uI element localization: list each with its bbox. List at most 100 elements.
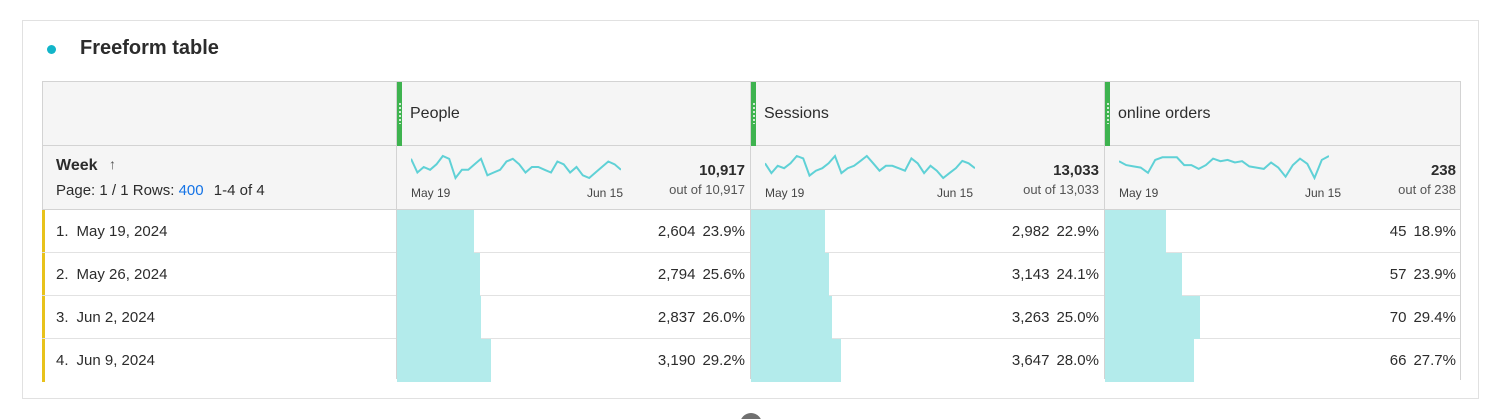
sparkline-people xyxy=(411,154,621,180)
table-cell[interactable]: 3,143 24.1% xyxy=(751,253,1105,296)
column-header-people[interactable]: People xyxy=(397,82,751,146)
table-cell[interactable]: 2,837 26.0% xyxy=(397,296,751,339)
column-total-out-of: out of 238 xyxy=(1398,182,1456,197)
cell-count: 2,982 xyxy=(1011,223,1050,240)
table-cell[interactable]: 70 29.4% xyxy=(1105,296,1462,339)
table-cell[interactable]: 3,647 28.0% xyxy=(751,339,1105,382)
cell-value: 3,190 29.2% xyxy=(658,352,745,369)
cell-bar xyxy=(751,296,832,339)
column-total: 238 xyxy=(1430,162,1456,179)
cell-bar xyxy=(397,296,481,339)
cell-count: 45 xyxy=(1389,223,1407,240)
cell-count: 3,143 xyxy=(1011,266,1050,283)
cell-percent: 23.9% xyxy=(702,223,745,240)
column-total-out-of: out of 13,033 xyxy=(1023,182,1099,197)
pagination: Page: 1 / 1 Rows: 400 1-4 of 4 xyxy=(56,182,265,199)
cell-percent: 23.9% xyxy=(1413,266,1456,283)
cell-count: 3,190 xyxy=(657,352,696,369)
table-row[interactable]: 1. May 19, 2024 2,604 23.9% 2,982 22.9% 45 1… xyxy=(42,210,1462,253)
table-row[interactable]: 3. Jun 2, 2024 2,837 26.0% 3,263 25.0% 70 29… xyxy=(42,296,1462,339)
dimension-label[interactable]: Week xyxy=(56,157,98,174)
cell-bar xyxy=(397,339,492,382)
sparkline-end-label: Jun 15 xyxy=(1305,186,1342,200)
cell-count: 70 xyxy=(1389,309,1407,326)
cell-percent: 29.4% xyxy=(1413,309,1456,326)
cell-percent: 28.0% xyxy=(1056,352,1099,369)
cell-count: 2,794 xyxy=(657,266,696,283)
cell-value: 3,143 24.1% xyxy=(1012,266,1099,283)
rows-label: Rows: xyxy=(132,182,175,199)
cell-value: 3,647 28.0% xyxy=(1012,352,1099,369)
column-total-out-of: out of 10,917 xyxy=(669,182,745,197)
cell-percent: 22.9% xyxy=(1056,223,1099,240)
table-cell[interactable]: 3,190 29.2% xyxy=(397,339,751,382)
table-row[interactable]: 4. Jun 9, 2024 3,190 29.2% 3,647 28.0% 66 27… xyxy=(42,339,1462,382)
table-row[interactable]: 2. May 26, 2024 2,794 25.6% 3,143 24.1% 57 2… xyxy=(42,253,1462,296)
column-header-label: Sessions xyxy=(764,105,829,122)
cell-value: 2,794 25.6% xyxy=(658,266,745,283)
cell-percent: 29.2% xyxy=(702,352,745,369)
row-dimension-value: Jun 2, 2024 xyxy=(76,309,155,326)
panel-title[interactable]: Freeform table xyxy=(80,37,219,59)
cell-count: 2,604 xyxy=(657,223,696,240)
row-label[interactable]: 1. May 19, 2024 xyxy=(56,223,167,240)
cell-percent: 27.7% xyxy=(1413,352,1456,369)
rows-per-page-link[interactable]: 400 xyxy=(178,182,204,199)
cell-value: 57 23.9% xyxy=(1390,266,1456,283)
table-cell[interactable]: 45 18.9% xyxy=(1105,210,1462,253)
cell-percent: 25.6% xyxy=(702,266,745,283)
cell-count: 2,837 xyxy=(657,309,696,326)
row-label[interactable]: 2. May 26, 2024 xyxy=(56,266,167,283)
summary-row: Week ↑ Page: 1 / 1 Rows: 400 1-4 of 4 Ma… xyxy=(43,146,1460,210)
drag-handle-icon[interactable] xyxy=(397,82,402,146)
table-cell[interactable]: 2,982 22.9% xyxy=(751,210,1105,253)
row-color-marker xyxy=(42,210,45,252)
sparkline-end-label: Jun 15 xyxy=(587,186,624,200)
row-dimension-value: May 26, 2024 xyxy=(76,266,168,283)
row-color-marker xyxy=(42,296,45,338)
cell-value: 3,263 25.0% xyxy=(1012,309,1099,326)
row-dimension-value: Jun 9, 2024 xyxy=(76,352,155,369)
cell-value: 70 29.4% xyxy=(1390,309,1456,326)
row-dimension-value: May 19, 2024 xyxy=(76,223,168,240)
cell-bar xyxy=(1105,296,1200,339)
sparkline-online-orders xyxy=(1119,155,1329,180)
cell-percent: 25.0% xyxy=(1056,309,1099,326)
drag-handle-icon[interactable] xyxy=(1105,82,1110,146)
sparkline-start-label: May 19 xyxy=(411,186,451,200)
cell-bar xyxy=(397,253,480,296)
table-cell[interactable]: 3,263 25.0% xyxy=(751,296,1105,339)
column-header-online-orders[interactable]: online orders xyxy=(1105,82,1462,146)
cell-value: 45 18.9% xyxy=(1390,223,1456,240)
dimension-header: Week ↑ Page: 1 / 1 Rows: 400 1-4 of 4 xyxy=(43,146,397,210)
row-color-marker xyxy=(42,339,45,382)
row-label[interactable]: 3. Jun 2, 2024 xyxy=(56,309,155,326)
freeform-table-panel: Freeform table People Sessions online or… xyxy=(22,20,1479,399)
row-number: 1. xyxy=(56,223,69,240)
summary-cell-online-orders: May 19 Jun 15 238 out of 238 xyxy=(1105,146,1462,210)
arrow-up-icon[interactable]: ↑ xyxy=(109,156,116,172)
row-color-marker xyxy=(42,253,45,295)
cell-value: 2,604 23.9% xyxy=(658,223,745,240)
cell-count: 3,263 xyxy=(1011,309,1050,326)
table-cell[interactable]: 66 27.7% xyxy=(1105,339,1462,382)
sparkline-sessions xyxy=(765,154,975,180)
row-number: 4. xyxy=(56,352,69,369)
column-divider xyxy=(1104,82,1105,379)
table-cell[interactable]: 2,604 23.9% xyxy=(397,210,751,253)
row-number: 3. xyxy=(56,309,69,326)
drag-handle-icon[interactable] xyxy=(751,82,756,146)
table-cell[interactable]: 2,794 25.6% xyxy=(397,253,751,296)
scroll-handle[interactable] xyxy=(740,413,762,419)
sparkline-end-label: Jun 15 xyxy=(937,186,974,200)
summary-cell-people: May 19 Jun 15 10,917 out of 10,917 xyxy=(397,146,751,210)
row-label[interactable]: 4. Jun 9, 2024 xyxy=(56,352,155,369)
row-range: 1-4 of 4 xyxy=(213,182,265,199)
table-cell[interactable]: 57 23.9% xyxy=(1105,253,1462,296)
column-divider xyxy=(750,82,751,379)
cell-bar xyxy=(1105,253,1183,296)
panel-status-dot xyxy=(47,45,56,54)
column-header-sessions[interactable]: Sessions xyxy=(751,82,1105,146)
column-divider xyxy=(396,82,397,379)
sparkline-start-label: May 19 xyxy=(765,186,805,200)
